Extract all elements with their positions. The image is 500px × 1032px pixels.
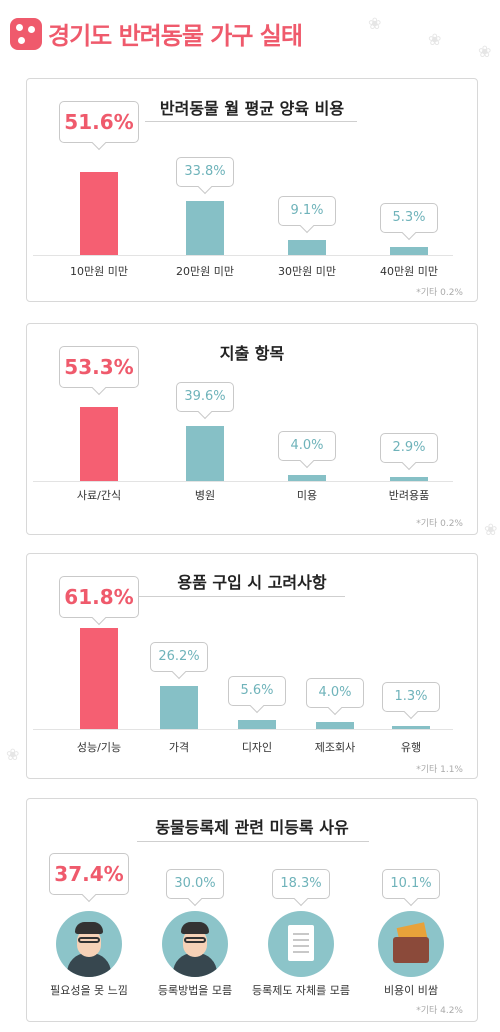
data-label: 39.6% (176, 382, 234, 413)
shirt-shape (173, 953, 217, 977)
data-label: 9.1% (278, 196, 336, 227)
paw-decoration-icon: ❀ (484, 520, 498, 539)
category-label: 병원 (194, 489, 216, 502)
shirt-shape (67, 953, 111, 977)
data-label: 26.2% (150, 642, 208, 673)
category-label: 등록방법을 모름 (157, 984, 233, 997)
paw-logo-icon (10, 18, 42, 50)
glasses-shape (78, 937, 100, 943)
paw-decoration-icon: ❀ (6, 745, 20, 764)
data-label: 51.6% (59, 101, 139, 143)
data-label: 5.3% (380, 202, 438, 233)
wallet-shape (393, 937, 429, 963)
unregistered-reasons-card: 동물등록제 관련 미등록 사유 *기타 4.2% 37.4% 필요성을 못 느낌 3… (26, 798, 478, 1022)
category-label: 사료/간식 (76, 489, 122, 502)
chart-title: 용품 구입 시 고려사항 (177, 573, 327, 592)
data-label: 1.3% (382, 682, 440, 712)
category-label: 성능/기능 (76, 741, 122, 754)
hair-shape (181, 922, 209, 934)
data-label: 4.0% (306, 678, 364, 709)
data-label: 18.3% (272, 869, 330, 899)
data-label: 5.6% (228, 675, 286, 706)
bar (288, 240, 326, 255)
document-line (293, 945, 309, 947)
paw-decoration-icon: ❀ (478, 42, 492, 61)
glasses-shape (184, 937, 206, 943)
bar (160, 686, 198, 729)
registration-card-icon (268, 911, 334, 977)
bar (238, 719, 276, 729)
person-icon (56, 911, 122, 977)
data-label: 53.3% (59, 346, 139, 388)
bar (186, 200, 224, 255)
chart-note: *기타 1.1% (416, 765, 463, 775)
category-label: 디자인 (241, 741, 273, 754)
data-label: 10.1% (382, 869, 440, 899)
category-label: 20만원 미만 (176, 265, 234, 278)
document-line (293, 939, 309, 941)
category-label: 필요성을 못 느낌 (50, 984, 128, 997)
chart-title: 동물등록제 관련 미등록 사유 (155, 818, 349, 837)
category-label: 10만원 미만 (70, 265, 128, 278)
data-label: 30.0% (166, 869, 224, 899)
chart-note: *기타 0.2% (416, 519, 463, 529)
category-label: 제조회사 (314, 741, 356, 754)
cost-chart-card: 반려동물 월 평균 양육 비용 *기타 0.2% 51.6% 10만원 미만 33.… (26, 78, 478, 302)
chart-title: 지출 항목 (219, 344, 285, 363)
chart-baseline (33, 255, 453, 256)
category-label: 30만원 미만 (278, 265, 336, 278)
category-label: 반려용품 (388, 489, 430, 502)
data-label: 37.4% (49, 853, 129, 895)
data-label: 33.8% (176, 156, 234, 187)
bar (80, 407, 118, 481)
hair-shape (75, 922, 103, 934)
bar (316, 722, 354, 729)
bar (288, 475, 326, 481)
data-label: 61.8% (59, 576, 139, 618)
page-title: 경기도 반려동물 가구 실태 (48, 22, 303, 50)
page-header: 경기도 반려동물 가구 실태 (0, 0, 500, 70)
bar (390, 246, 428, 255)
data-label: 4.0% (278, 431, 336, 462)
bar (390, 476, 428, 481)
bar (80, 628, 118, 729)
paw-decoration-icon: ❀ (428, 30, 442, 49)
bar (80, 172, 118, 255)
title-underline (137, 841, 369, 842)
bar (392, 726, 430, 729)
data-label: 2.9% (380, 432, 438, 463)
category-label: 유행 (400, 741, 422, 754)
title-underline (133, 596, 345, 597)
paw-decoration-icon: ❀ (368, 14, 382, 33)
category-label: 비용이 비쌈 (383, 984, 439, 997)
chart-note: *기타 4.2% (416, 1006, 463, 1016)
category-label: 미용 (296, 489, 318, 502)
spending-chart-card: 지출 항목 *기타 0.2% 53.3% 사료/간식 39.6% 병원 4.0% 미용 2.… (26, 323, 478, 535)
chart-note: *기타 0.2% (416, 288, 463, 298)
category-label: 40만원 미만 (380, 265, 438, 278)
purchase-factors-card: 용품 구입 시 고려사항 *기타 1.1% 61.8% 성능/기능 26.2% 가격 5… (26, 553, 478, 779)
document-line (293, 951, 309, 953)
bar (186, 426, 224, 481)
document-shape (288, 925, 314, 961)
category-label: 등록제도 자체를 모름 (251, 984, 351, 997)
chart-title: 반려동물 월 평균 양육 비용 (159, 99, 345, 118)
chart-baseline (33, 729, 453, 730)
chart-baseline (33, 481, 453, 482)
category-label: 가격 (168, 741, 190, 754)
person-document-icon (162, 911, 228, 977)
document-line (293, 933, 309, 935)
title-underline (145, 121, 357, 122)
wallet-icon (378, 911, 444, 977)
